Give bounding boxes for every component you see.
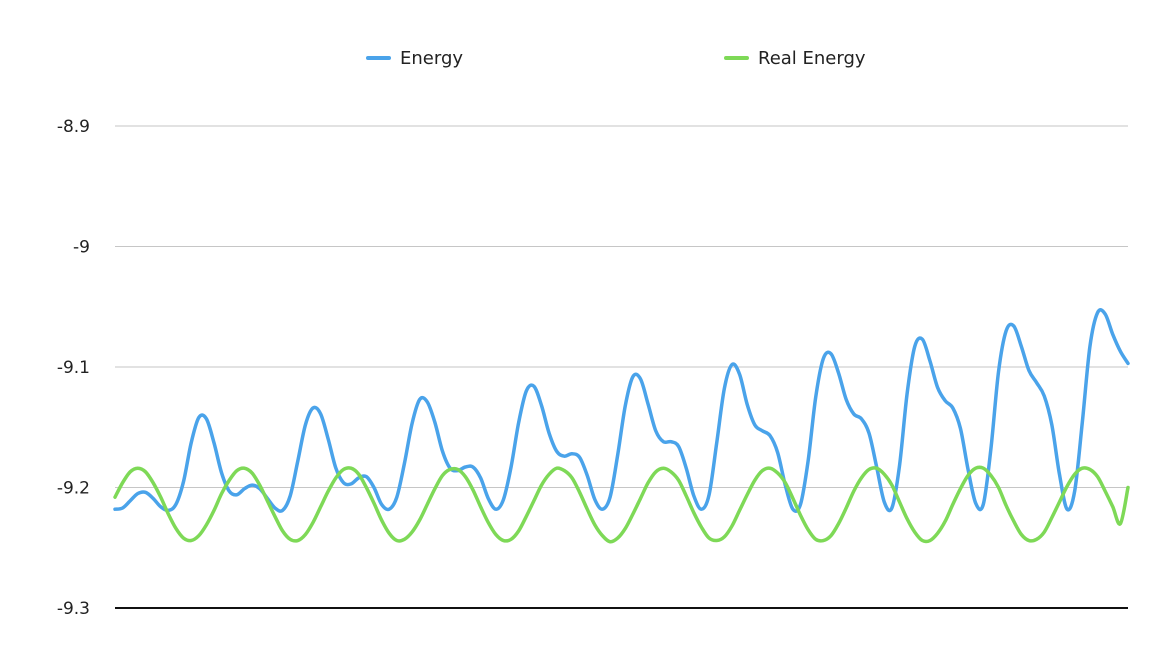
series-line-real-energy xyxy=(113,465,1130,544)
y-tick-label: -9.1 xyxy=(57,358,90,378)
legend-label-real-energy: Real Energy xyxy=(758,48,866,69)
y-tick-label: -8.9 xyxy=(57,117,90,137)
legend-item-real-energy: Real Energy xyxy=(724,48,866,69)
legend-item-energy: Energy xyxy=(366,48,463,69)
y-tick-label: -9.3 xyxy=(57,599,90,619)
y-tick-label: -9 xyxy=(73,238,90,258)
y-tick-label: -9.2 xyxy=(57,479,90,499)
series-line-energy xyxy=(113,308,1130,513)
series-lines xyxy=(113,308,1130,544)
legend-label-energy: Energy xyxy=(400,48,463,69)
legend: Energy Real Energy xyxy=(366,48,866,69)
y-axis-tick-labels: -8.9 -9 -9.1 -9.2 -9.3 xyxy=(57,117,90,619)
